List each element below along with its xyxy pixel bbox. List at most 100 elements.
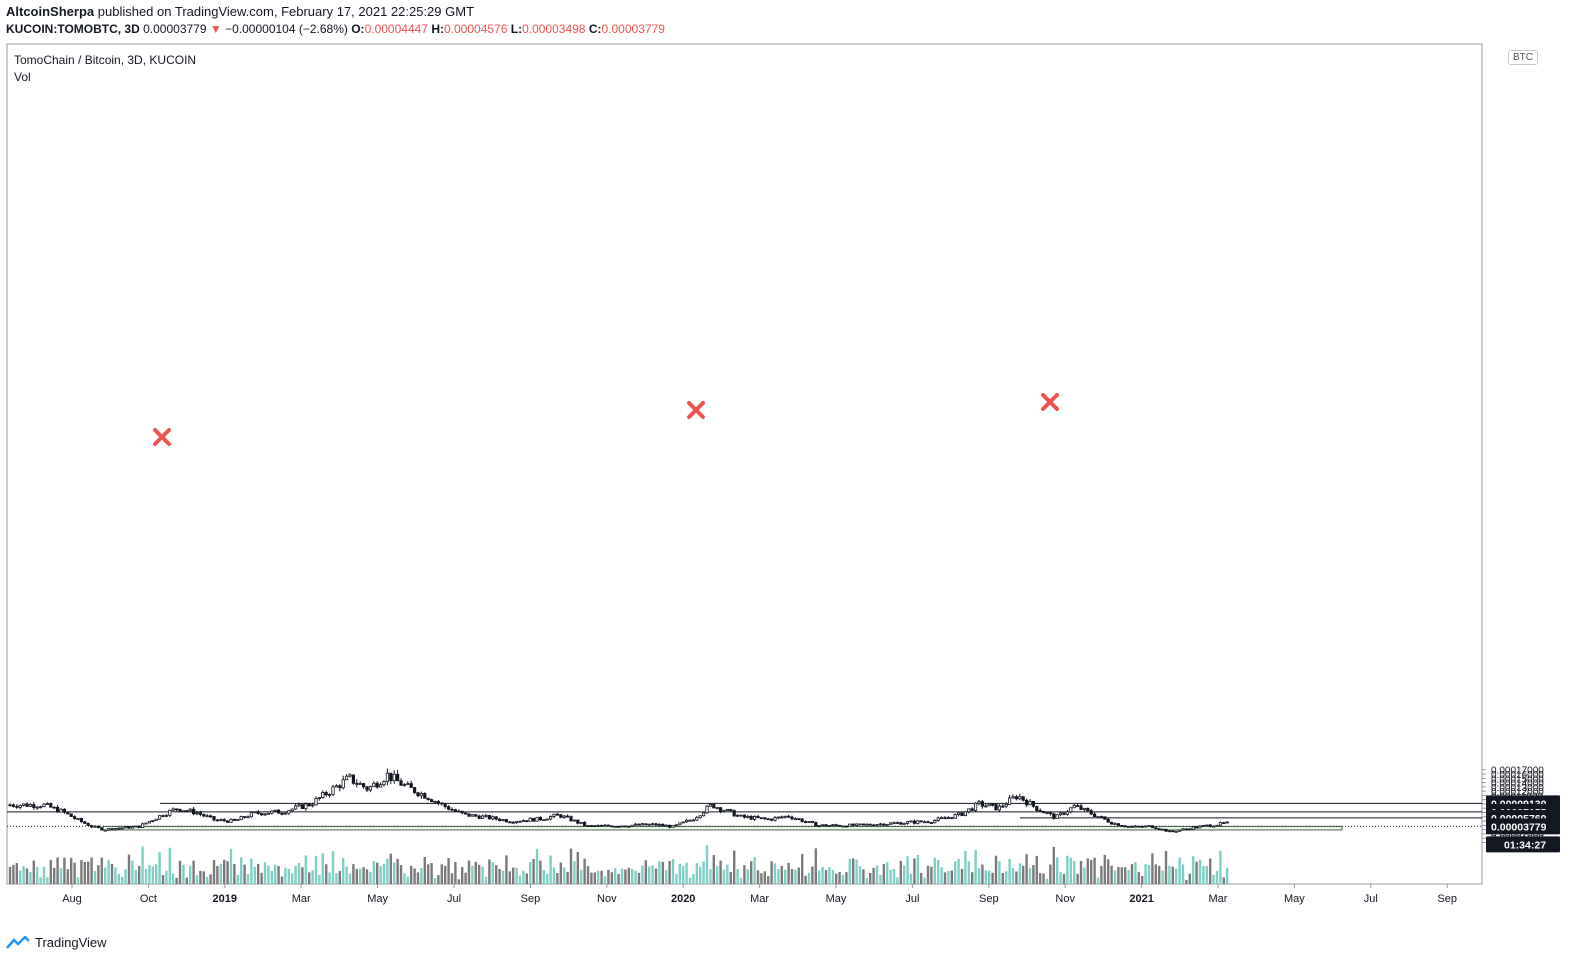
volume-bar: [1103, 854, 1106, 884]
volume-bar: [287, 868, 290, 884]
candle-body: [222, 819, 226, 822]
open-label: O:: [351, 22, 365, 36]
volume-bar: [155, 864, 158, 884]
candle-body: [1127, 825, 1131, 828]
x-tick-label: Nov: [1055, 893, 1075, 905]
candle-body: [185, 810, 189, 813]
candle-body: [412, 787, 417, 794]
volume-bar: [695, 862, 698, 884]
volume-bar: [617, 874, 620, 884]
candle-body: [810, 821, 815, 823]
volume-bar: [413, 868, 416, 884]
volume-bar: [709, 869, 712, 884]
volume-bar: [1083, 867, 1086, 884]
y-tick-label: 0.00017000: [1491, 766, 1544, 777]
volume-bar: [529, 861, 532, 884]
volume-bar: [610, 872, 613, 884]
candle-body: [446, 806, 451, 810]
volume-bar: [117, 873, 120, 884]
candle-body: [239, 816, 243, 821]
volume-bar: [1018, 863, 1021, 884]
volume-bar: [202, 871, 205, 884]
candle-body: [909, 820, 913, 823]
volume-bar: [199, 870, 202, 884]
volume-bar: [1158, 865, 1161, 884]
candle-body: [511, 821, 515, 824]
volume-bar: [1001, 873, 1004, 884]
candle-body: [878, 823, 883, 826]
volume-bar: [981, 864, 984, 884]
volume-bar: [1209, 858, 1212, 884]
volume-bar: [216, 865, 219, 884]
candle-body: [664, 824, 668, 827]
volume-bar: [53, 867, 56, 884]
candle-body: [974, 802, 978, 811]
volume-bar: [532, 858, 535, 884]
candle-body: [385, 772, 390, 782]
volume-bar: [304, 855, 307, 884]
volume-bar: [1212, 874, 1215, 884]
volume-bar: [178, 860, 182, 884]
candle-body: [889, 822, 893, 825]
candle-body: [970, 808, 974, 811]
candle-body: [365, 786, 369, 791]
candle-body: [1082, 807, 1086, 810]
candle-body: [923, 821, 927, 824]
current-price-label: 0.00003779: [1491, 821, 1547, 833]
volume-bar: [583, 858, 586, 884]
candle-body: [892, 822, 896, 825]
chart-title[interactable]: TomoChain / Bitcoin, 3D, KUCOIN: [14, 53, 197, 67]
candle-body: [933, 820, 937, 824]
candle-body: [429, 799, 434, 803]
volume-bar: [321, 853, 324, 884]
volume-bar: [1137, 872, 1140, 884]
y-tick-label: 0.00015000: [1491, 774, 1544, 785]
volume-bar: [206, 876, 209, 884]
volume-label[interactable]: Vol: [14, 70, 31, 84]
down-arrow-icon: ▼: [209, 22, 222, 36]
candle-body: [919, 820, 923, 823]
author-name[interactable]: AltcoinSherpa: [6, 4, 95, 19]
volume-bar: [862, 869, 865, 884]
volume-bar: [325, 864, 328, 884]
candle-body: [793, 818, 798, 821]
volume-bar: [444, 865, 447, 884]
footer-brand[interactable]: TradingView: [35, 935, 107, 950]
candle-body: [344, 775, 349, 781]
volume-bar: [620, 868, 624, 884]
candle-body: [708, 803, 713, 807]
x-tick-label: May: [367, 893, 388, 905]
candle-body: [1184, 828, 1188, 831]
candle-body: [178, 808, 182, 812]
y-tick-label: 0.00012000: [1491, 787, 1544, 798]
currency-badge[interactable]: BTC: [1508, 50, 1538, 65]
candle-body: [1021, 796, 1025, 801]
candle-body: [157, 815, 162, 820]
candle-body: [76, 818, 80, 820]
volume-bar: [787, 862, 790, 884]
volume-bar: [1192, 856, 1195, 884]
volume-bar: [1107, 859, 1110, 884]
x-tick-label: Sep: [521, 893, 541, 905]
candle-body: [1140, 826, 1144, 828]
volume-bar: [1161, 870, 1164, 884]
candle-body: [440, 802, 444, 805]
candle-body: [1008, 797, 1012, 805]
volume-bar: [280, 876, 284, 884]
volume-bar: [1032, 865, 1035, 884]
candle-body: [868, 823, 872, 826]
candle-body: [606, 824, 611, 827]
candle-body: [991, 803, 995, 806]
volume-bar: [804, 875, 807, 884]
candle-body: [1205, 824, 1209, 827]
x-tick-label: Oct: [140, 893, 157, 905]
high-value: 0.00004576: [443, 22, 508, 36]
volume-bar: [603, 876, 607, 884]
candle-body: [906, 821, 910, 824]
volume-bar: [192, 860, 195, 884]
volume-bar: [770, 861, 773, 884]
candle-body: [229, 818, 233, 823]
candle-body: [804, 821, 808, 824]
